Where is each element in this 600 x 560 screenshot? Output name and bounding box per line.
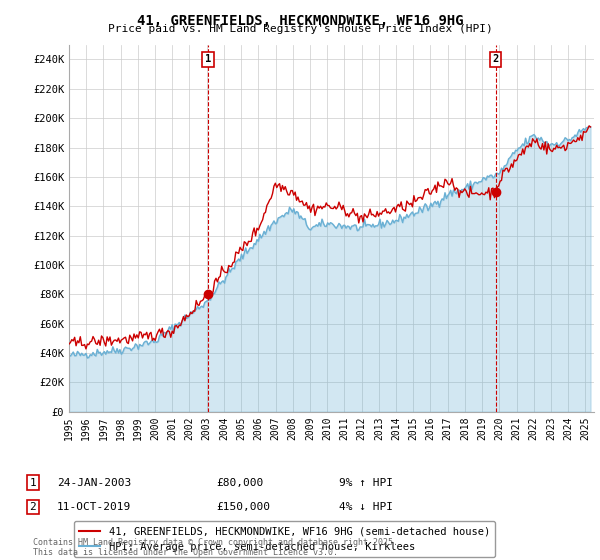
Text: 2: 2 <box>493 54 499 64</box>
Text: 1: 1 <box>205 54 211 64</box>
Text: 2: 2 <box>29 502 37 512</box>
Text: 9% ↑ HPI: 9% ↑ HPI <box>339 478 393 488</box>
Text: Contains HM Land Registry data © Crown copyright and database right 2025.
This d: Contains HM Land Registry data © Crown c… <box>33 538 398 557</box>
Legend: 41, GREENFIELDS, HECKMONDWIKE, WF16 9HG (semi-detached house), HPI: Average pric: 41, GREENFIELDS, HECKMONDWIKE, WF16 9HG … <box>74 521 495 557</box>
Text: 1: 1 <box>29 478 37 488</box>
Text: 41, GREENFIELDS, HECKMONDWIKE, WF16 9HG: 41, GREENFIELDS, HECKMONDWIKE, WF16 9HG <box>137 14 463 28</box>
Text: Price paid vs. HM Land Registry's House Price Index (HPI): Price paid vs. HM Land Registry's House … <box>107 24 493 34</box>
Text: 24-JAN-2003: 24-JAN-2003 <box>57 478 131 488</box>
Text: 4% ↓ HPI: 4% ↓ HPI <box>339 502 393 512</box>
Text: £80,000: £80,000 <box>216 478 263 488</box>
Text: £150,000: £150,000 <box>216 502 270 512</box>
Text: 11-OCT-2019: 11-OCT-2019 <box>57 502 131 512</box>
